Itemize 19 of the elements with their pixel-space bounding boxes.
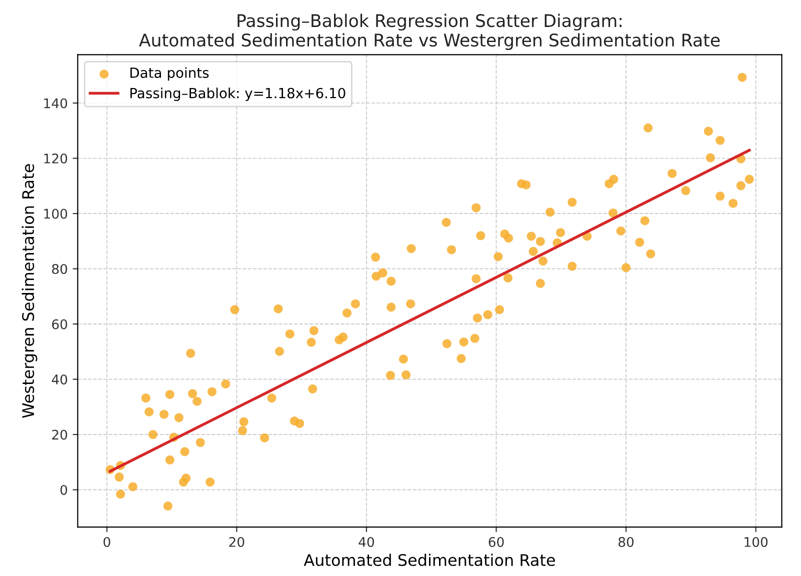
x-tick-label: 60 bbox=[488, 536, 504, 547]
y-tick-label: 140 bbox=[44, 98, 68, 108]
legend-label: Data points bbox=[130, 67, 209, 81]
x-tick-label: 40 bbox=[358, 536, 374, 547]
x-tick-label: 100 bbox=[744, 536, 768, 547]
x-tick-label: 80 bbox=[618, 536, 634, 547]
x-axis-title: Automated Sedimentation Rate bbox=[304, 554, 555, 566]
y-tick-label: 120 bbox=[44, 154, 68, 164]
legend-label: Passing–Bablok: y=1.18x+6.10 bbox=[130, 88, 346, 102]
y-tick-label: 20 bbox=[52, 430, 68, 440]
y-tick-label: 0 bbox=[60, 484, 68, 495]
x-tick-label: 20 bbox=[229, 536, 244, 547]
y-tick-label: 60 bbox=[52, 319, 68, 330]
chart-title: Passing–Bablok Regression Scatter Diagram: Automated Sedimentation Rate vs Westergren Sedimentation Rate bbox=[139, 14, 720, 50]
x-tick-label: 0 bbox=[104, 536, 110, 547]
y-axis-title: Westergren Sedimentation Rate bbox=[22, 164, 38, 418]
y-tick-label: 40 bbox=[52, 374, 68, 384]
y-tick-label: 80 bbox=[52, 264, 68, 274]
y-tick-label: 100 bbox=[44, 208, 68, 219]
